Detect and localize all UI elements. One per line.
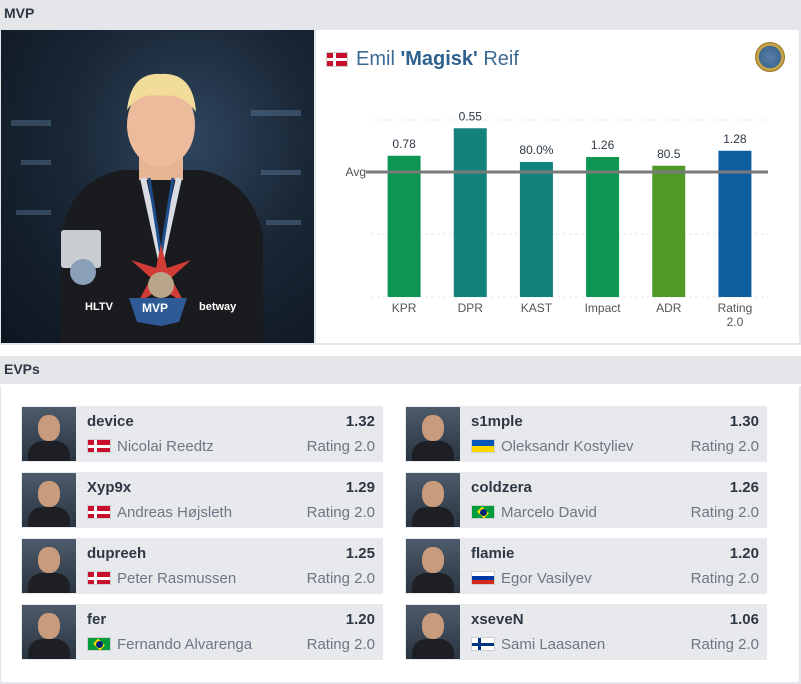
evp-player-name: Egor Vasilyev (501, 570, 592, 587)
chart-data-label: 1.28 (723, 132, 747, 146)
evp-player-rating: 1.29 (345, 479, 375, 496)
evp-stat-label: Rating 2.0 (306, 438, 375, 455)
evp-player-photo (22, 473, 76, 527)
chart-category-label: Impact (585, 301, 622, 315)
chart-bar (652, 165, 686, 297)
evp-player-nickname: fer (87, 611, 107, 628)
chart-bar (387, 155, 421, 297)
evp-player-nickname: coldzera (471, 479, 532, 496)
mvp-player-name: Emil 'Magisk' Reif (356, 48, 519, 70)
evp-stat-label: Rating 2.0 (306, 504, 375, 521)
mvp-player-photo: HLTV MVP betway (1, 30, 314, 343)
chart-data-label: 80.5 (657, 147, 681, 161)
chart-data-label: 0.55 (459, 109, 483, 123)
chart-data-label: 1.26 (591, 138, 615, 152)
evp-player-photo (406, 407, 460, 461)
evp-player-card[interactable]: xseveN 1.06 Sami Laasanen Rating 2.0 (405, 604, 767, 660)
country-flag-icon (471, 571, 495, 585)
evp-player-rating: 1.20 (729, 545, 759, 562)
evp-grid: device 1.32 Nicolai Reedtz Rating 2.0 s1mple… (1, 386, 799, 682)
evp-stat-label: Rating 2.0 (306, 570, 375, 587)
country-flag-icon (471, 505, 495, 519)
chart-category-label: KPR (392, 301, 417, 315)
chart-category-label: KAST (521, 301, 553, 315)
hltv-logo: HLTV (85, 301, 113, 313)
mvp-stats-chart: 0.78 KPR 0.55 DPR 80.0% KAST 1.26 Impact 80.5 ADR… (346, 109, 768, 329)
evp-player-name: Andreas Højsleth (117, 504, 233, 521)
evp-player-name: Peter Rasmussen (117, 570, 237, 587)
evp-player-nickname: xseveN (471, 611, 524, 628)
sponsor-logo: betway (199, 301, 237, 313)
mvp-badge: MVP (142, 301, 169, 315)
evp-stat-label: Rating 2.0 (306, 636, 375, 653)
chart-category-label: Rating 2.0 (718, 301, 753, 329)
mvp-photo-illustration (11, 73, 301, 343)
evp-section: device 1.32 Nicolai Reedtz Rating 2.0 s1mple… (0, 386, 801, 684)
evp-player-card[interactable]: flamie 1.20 Egor Vasilyev Rating 2.0 (405, 538, 767, 594)
chart-category-label: ADR (656, 301, 682, 315)
evp-player-nickname: s1mple (471, 413, 523, 430)
evp-player-name: Marcelo David (501, 504, 597, 521)
event-medal-icon (755, 42, 785, 72)
evp-player-card[interactable]: coldzera 1.26 Marcelo David Rating 2.0 (405, 472, 767, 528)
evp-stat-label: Rating 2.0 (690, 636, 759, 653)
evp-player-card[interactable]: dupreeh 1.25 Peter Rasmussen Rating 2.0 (21, 538, 383, 594)
evp-player-name: Nicolai Reedtz (117, 438, 214, 455)
evp-player-photo (22, 605, 76, 659)
evp-player-card[interactable]: device 1.32 Nicolai Reedtz Rating 2.0 (21, 406, 383, 462)
evp-player-nickname: flamie (471, 545, 515, 562)
evp-player-photo (406, 539, 460, 593)
evp-player-nickname: device (87, 413, 134, 430)
chart-bar (586, 157, 620, 297)
evp-player-photo (406, 605, 460, 659)
evp-player-photo (22, 539, 76, 593)
chart-data-label: 0.78 (392, 137, 416, 151)
country-flag-icon (87, 505, 111, 519)
evp-player-nickname: Xyp9x (87, 479, 132, 496)
evp-player-name: Fernando Alvarenga (117, 636, 253, 653)
mvp-stats-panel: Emil 'Magisk' Reif 0.78 KPR 0.55 DPR 80.0% KA… (316, 30, 799, 343)
evp-player-photo (406, 473, 460, 527)
evp-player-card[interactable]: s1mple 1.30 Oleksandr Kostyliev Rating 2.0 (405, 406, 767, 462)
mvp-player-title[interactable]: Emil 'Magisk' Reif (326, 48, 519, 71)
mvp-card: HLTV MVP betway Emil 'Magisk' Reif 0.78 K… (0, 28, 801, 345)
evp-stat-label: Rating 2.0 (690, 504, 759, 521)
denmark-flag-icon (326, 52, 348, 67)
evp-player-rating: 1.06 (729, 611, 759, 628)
evp-section-header: EVPs (0, 356, 801, 384)
country-flag-icon (87, 439, 111, 453)
country-flag-icon (87, 571, 111, 585)
evp-player-name: Sami Laasanen (501, 636, 606, 653)
country-flag-icon (471, 637, 495, 651)
evp-player-rating: 1.30 (729, 413, 759, 430)
country-flag-icon (471, 439, 495, 453)
evp-player-nickname: dupreeh (87, 545, 147, 562)
chart-category-label: DPR (458, 301, 484, 315)
mvp-section-header: MVP (0, 0, 801, 28)
country-flag-icon (87, 637, 111, 651)
evp-player-rating: 1.26 (729, 479, 759, 496)
evp-player-rating: 1.25 (345, 545, 375, 562)
evp-player-rating: 1.32 (345, 413, 375, 430)
chart-bar (453, 128, 487, 297)
evp-stat-label: Rating 2.0 (690, 570, 759, 587)
evp-player-card[interactable]: Xyp9x 1.29 Andreas Højsleth Rating 2.0 (21, 472, 383, 528)
evp-player-photo (22, 407, 76, 461)
evp-player-name: Oleksandr Kostyliev (501, 438, 634, 455)
chart-bar (519, 162, 553, 297)
chart-avg-label: Avg (346, 165, 366, 179)
evp-player-rating: 1.20 (345, 611, 375, 628)
evp-stat-label: Rating 2.0 (690, 438, 759, 455)
evp-player-card[interactable]: fer 1.20 Fernando Alvarenga Rating 2.0 (21, 604, 383, 660)
chart-bar (718, 150, 752, 297)
chart-data-label: 80.0% (519, 143, 553, 157)
